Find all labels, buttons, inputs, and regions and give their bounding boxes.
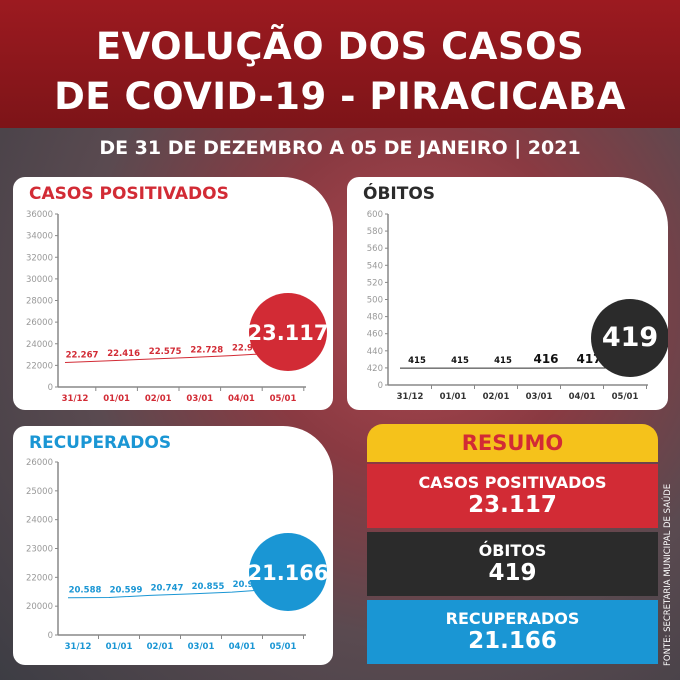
resumo-label: CASOS POSITIVADOS: [418, 473, 607, 492]
y-tick-label: 480: [367, 313, 383, 323]
x-tick-label: 04/01: [229, 642, 256, 652]
x-tick-label: 04/01: [228, 394, 255, 404]
y-tick-label: 22000: [26, 573, 53, 583]
highlight-circle: [249, 533, 327, 611]
chart-obitos: ÓBITOS 0 420 440 460 480 500 520 540 560 580 600 31…: [347, 177, 668, 410]
y-tick-label: 22000: [26, 361, 53, 371]
x-tick-label: 05/01: [270, 642, 297, 652]
chart-svg: 0 20000 22000 23000 24000 25000 26000 31/12 01/0…: [26, 458, 329, 652]
data-label: 416: [533, 352, 558, 366]
chart-casos-positivados: CASOS POSITIVADOS 0 22000 24000 26000 28000 3…: [13, 177, 333, 410]
y-tick-label: 23000: [26, 545, 53, 555]
data-label: 22.416: [107, 349, 140, 359]
data-label: 22.907: [232, 344, 265, 354]
x-tick-label: 02/01: [147, 642, 174, 652]
y-tick-label: 0: [48, 631, 53, 641]
data-label-latest: 23.117: [247, 321, 328, 345]
data-label-latest: 21.166: [247, 561, 328, 585]
y-tick-label: 0: [48, 383, 53, 393]
y-tick-label: 26000: [26, 318, 53, 328]
chart-recuperados: RECUPERADOS 0 20000 22000 23000 24000 25000 26…: [13, 426, 333, 665]
resumo-value: 21.166: [468, 628, 557, 654]
resumo-casos: CASOS POSITIVADOS 23.117: [367, 464, 658, 528]
y-tick-label: 24000: [26, 340, 53, 350]
x-tick-label: 31/12: [62, 394, 89, 404]
data-label-latest: 419: [602, 322, 658, 353]
y-tick-label: 32000: [26, 253, 53, 263]
x-tick-label: 01/01: [440, 392, 467, 402]
resumo-value: 419: [488, 560, 537, 586]
data-label: 415: [451, 356, 469, 366]
x-tick-label: 01/01: [106, 642, 133, 652]
y-tick-label: 34000: [26, 232, 53, 242]
y-tick-label: 580: [367, 227, 383, 237]
resumo-label: ÓBITOS: [478, 541, 547, 560]
series-line: [64, 352, 274, 363]
data-label: 20.599: [110, 586, 143, 596]
y-tick-label: 36000: [26, 210, 53, 220]
resumo-obitos: ÓBITOS 419: [367, 532, 658, 596]
chart-svg: 0 22000 24000 26000 28000 30000 32000 34000 3600…: [26, 210, 329, 404]
chart-title: RECUPERADOS: [29, 433, 172, 453]
x-tick-label: 02/01: [483, 392, 510, 402]
y-tick-label: 28000: [26, 297, 53, 307]
y-tick-label: 30000: [26, 275, 53, 285]
x-tick-label: 31/12: [65, 642, 92, 652]
x-tick-label: 04/01: [569, 392, 596, 402]
x-tick-label: 03/01: [188, 642, 215, 652]
chart-title: ÓBITOS: [363, 184, 436, 204]
y-tick-label: 600: [367, 210, 383, 220]
series-line: [67, 588, 274, 599]
chart-title: CASOS POSITIVADOS: [29, 184, 229, 204]
resumo-value: 23.117: [468, 492, 557, 518]
resumo-header: RESUMO: [367, 424, 658, 462]
data-label: 20.976: [233, 580, 266, 590]
highlight-circle: [591, 299, 668, 377]
data-label: 20.855: [192, 582, 225, 592]
data-label: 22.575: [149, 347, 182, 357]
data-label: 22.267: [66, 350, 99, 360]
data-label: 415: [494, 356, 512, 366]
y-tick-label: 420: [367, 364, 383, 374]
y-tick-label: 520: [367, 278, 383, 288]
chart-svg: 0 420 440 460 480 500 520 540 560 580 600 31/12 01/0…: [367, 210, 668, 402]
x-tick-label: 02/01: [145, 394, 172, 404]
y-tick-label: 500: [367, 296, 383, 306]
date-range-subtitle: DE 31 DE DEZEMBRO A 05 DE JANEIRO | 2021: [99, 137, 581, 159]
y-tick-label: 24000: [26, 516, 53, 526]
resumo-label: RECUPERADOS: [445, 609, 580, 628]
highlight-circle: [249, 293, 327, 371]
page-title: EVOLUÇÃO DOS CASOS DE COVID-19 - PIRACICA…: [54, 25, 626, 118]
title-banner: [0, 0, 680, 128]
x-tick-label: 03/01: [526, 392, 553, 402]
data-label: 20.747: [151, 583, 184, 593]
data-label: 22.728: [190, 346, 223, 356]
x-tick-label: 05/01: [270, 394, 297, 404]
y-tick-label: 540: [367, 261, 383, 271]
data-label: 20.588: [69, 586, 102, 596]
x-tick-label: 03/01: [186, 394, 213, 404]
resumo-recuperados: RECUPERADOS 21.166: [367, 600, 658, 664]
y-tick-label: 440: [367, 347, 383, 357]
y-tick-label: 25000: [26, 487, 53, 497]
y-tick-label: 0: [378, 381, 383, 391]
y-tick-label: 560: [367, 244, 383, 254]
x-tick-label: 05/01: [612, 392, 639, 402]
x-tick-label: 01/01: [103, 394, 130, 404]
y-tick-label: 26000: [26, 458, 53, 468]
y-tick-label: 460: [367, 330, 383, 340]
y-tick-label: 20000: [26, 602, 53, 612]
x-tick-label: 31/12: [397, 392, 424, 402]
data-label: 415: [408, 356, 426, 366]
source-note: FONTE: SECRETARIA MUNICIPAL DE SAÚDE: [663, 483, 673, 666]
